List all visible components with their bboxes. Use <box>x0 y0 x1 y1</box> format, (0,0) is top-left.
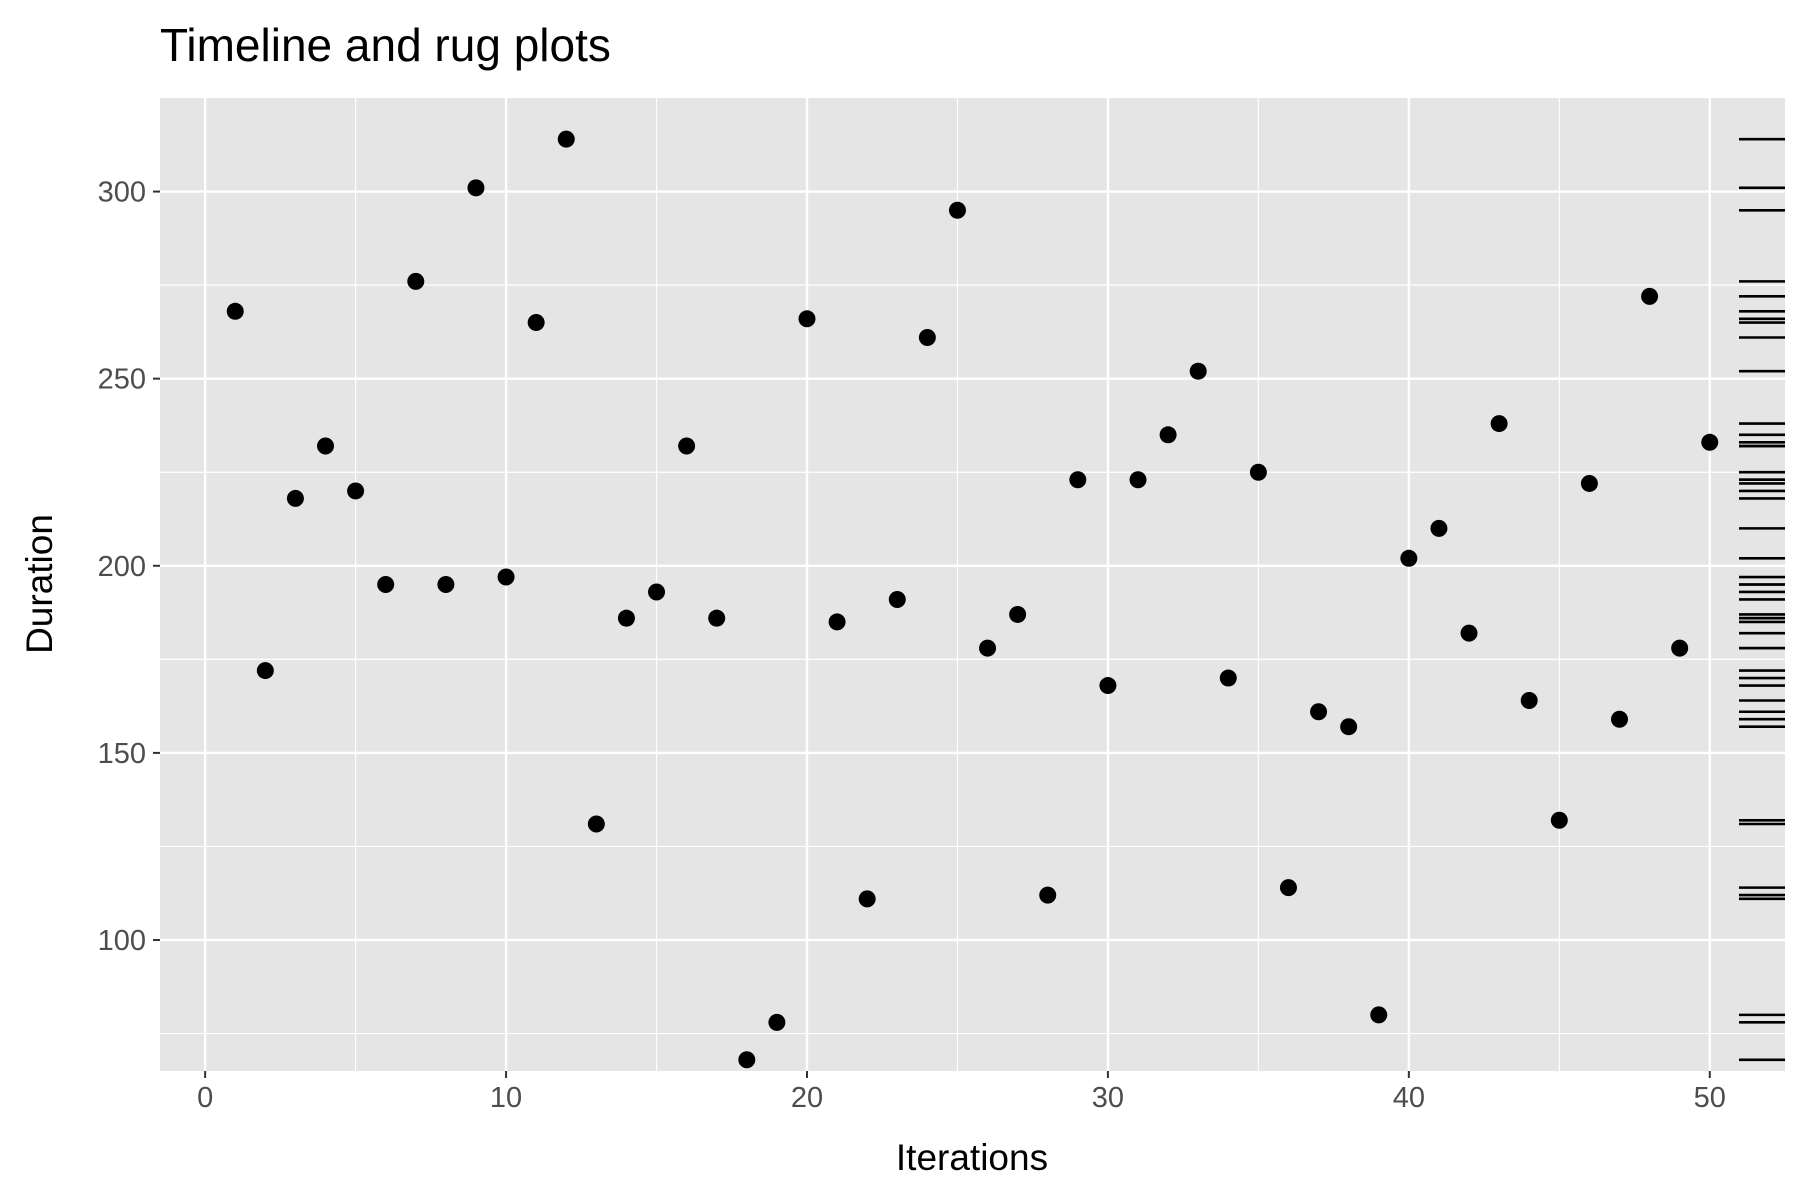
data-points <box>226 130 1719 1069</box>
data-point <box>467 179 485 197</box>
data-point <box>1219 669 1237 687</box>
y-axis-label: Duration <box>19 514 60 654</box>
data-point <box>1610 710 1628 728</box>
x-tick-label: 10 <box>490 1082 522 1114</box>
data-point <box>1671 639 1689 657</box>
x-tick-label: 0 <box>197 1082 213 1114</box>
data-point <box>768 1013 786 1031</box>
data-point <box>1159 426 1177 444</box>
data-point <box>1370 1006 1388 1024</box>
data-point <box>1550 811 1568 829</box>
y-tick-label: 100 <box>98 925 146 957</box>
data-point <box>1430 519 1448 537</box>
data-point <box>407 272 425 290</box>
data-point <box>617 609 635 627</box>
x-tick-label: 40 <box>1393 1082 1425 1114</box>
data-point <box>1641 287 1659 305</box>
minor-gridlines <box>160 98 1785 1071</box>
data-point <box>888 590 906 608</box>
data-point <box>437 576 455 593</box>
data-point <box>1400 549 1418 567</box>
data-point <box>1009 605 1027 623</box>
data-point <box>557 130 575 148</box>
data-point <box>798 310 816 328</box>
data-point <box>858 890 876 908</box>
data-point <box>1701 433 1719 451</box>
major-gridlines <box>160 98 1785 1071</box>
data-point <box>1069 471 1087 489</box>
data-point <box>678 437 696 455</box>
data-point <box>1460 624 1478 642</box>
chart-title: Timeline and rug plots <box>160 19 611 71</box>
rug-marks <box>1739 137 1785 1062</box>
data-point <box>497 568 515 586</box>
x-tick-label: 20 <box>791 1082 823 1114</box>
plot-panel <box>160 98 1785 1071</box>
data-point <box>1039 886 1057 904</box>
data-point <box>1310 703 1328 721</box>
data-point <box>648 583 666 601</box>
data-point <box>1189 362 1207 380</box>
x-axis-label: Iterations <box>896 1137 1048 1178</box>
y-tick-label: 300 <box>98 177 146 209</box>
data-point <box>256 662 274 680</box>
data-point <box>1490 415 1508 433</box>
data-point <box>918 329 936 347</box>
data-point <box>1340 718 1358 736</box>
data-point <box>286 489 304 507</box>
y-tick-label: 150 <box>98 738 146 770</box>
data-point <box>317 437 335 455</box>
data-point <box>377 576 395 593</box>
data-point <box>738 1051 756 1069</box>
data-point <box>1129 471 1147 489</box>
data-point <box>226 302 244 320</box>
y-axis: 100 150 200 250 300 <box>98 177 160 957</box>
data-point <box>347 482 365 500</box>
data-point <box>527 314 545 332</box>
data-point <box>1520 692 1538 710</box>
x-axis: 0 10 20 30 40 50 <box>197 1071 1726 1114</box>
y-tick-label: 200 <box>98 551 146 583</box>
data-point <box>708 609 726 627</box>
data-point <box>1249 463 1267 481</box>
data-point <box>1279 879 1297 897</box>
data-point <box>587 815 605 833</box>
x-tick-label: 30 <box>1092 1082 1124 1114</box>
x-tick-label: 50 <box>1694 1082 1726 1114</box>
data-point <box>948 201 966 219</box>
data-point <box>979 639 997 657</box>
data-point <box>1580 474 1598 492</box>
y-tick-label: 250 <box>98 364 146 396</box>
data-point <box>1099 677 1117 695</box>
data-point <box>828 613 846 631</box>
